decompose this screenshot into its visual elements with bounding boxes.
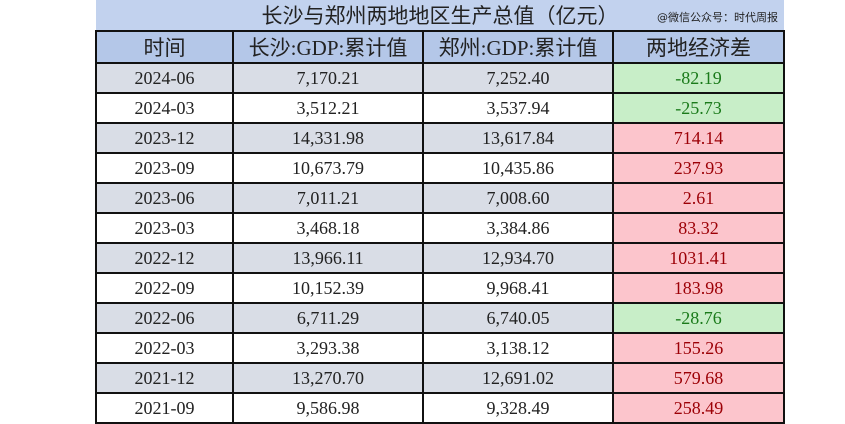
date-cell: 2024-03 bbox=[95, 92, 234, 124]
difference-cell: -82.19 bbox=[612, 62, 785, 94]
changsha-gdp-cell: 3,293.38 bbox=[232, 332, 424, 364]
changsha-gdp-cell: 3,512.21 bbox=[232, 92, 424, 124]
table-row: 2023-12 14,331.98 13,617.84 714.14 bbox=[95, 122, 785, 154]
table-row: 2024-06 7,170.21 7,252.40 -82.19 bbox=[95, 62, 785, 94]
date-cell: 2024-06 bbox=[95, 62, 234, 94]
date-cell: 2022-06 bbox=[95, 302, 234, 334]
zhengzhou-gdp-cell: 13,617.84 bbox=[422, 122, 614, 154]
table-row: 2022-06 6,711.29 6,740.05 -28.76 bbox=[95, 302, 785, 334]
changsha-gdp-cell: 10,152.39 bbox=[232, 272, 424, 304]
zhengzhou-gdp-cell: 6,740.05 bbox=[422, 302, 614, 334]
table-title: 长沙与郑州两地地区生产总值（亿元） bbox=[261, 4, 619, 28]
date-cell: 2022-12 bbox=[95, 242, 234, 274]
difference-cell: -25.73 bbox=[612, 92, 785, 124]
zhengzhou-gdp-cell: 7,252.40 bbox=[422, 62, 614, 94]
difference-cell: 155.26 bbox=[612, 332, 785, 364]
zhengzhou-gdp-cell: 3,138.12 bbox=[422, 332, 614, 364]
zhengzhou-gdp-cell: 7,008.60 bbox=[422, 182, 614, 214]
table-row: 2023-06 7,011.21 7,008.60 2.61 bbox=[95, 182, 785, 214]
changsha-gdp-cell: 7,011.21 bbox=[232, 182, 424, 214]
date-cell: 2023-09 bbox=[95, 152, 234, 184]
zhengzhou-gdp-cell: 3,384.86 bbox=[422, 212, 614, 244]
changsha-gdp-cell: 7,170.21 bbox=[232, 62, 424, 94]
difference-cell: 83.32 bbox=[612, 212, 785, 244]
difference-cell: 2.61 bbox=[612, 182, 785, 214]
zhengzhou-gdp-cell: 12,934.70 bbox=[422, 242, 614, 274]
source-watermark: @微信公众号：时代周报 bbox=[657, 11, 778, 24]
table-row: 2023-03 3,468.18 3,384.86 83.32 bbox=[95, 212, 785, 244]
date-cell: 2022-03 bbox=[95, 332, 234, 364]
table-row: 2021-09 9,586.98 9,328.49 258.49 bbox=[95, 392, 785, 424]
difference-cell: 579.68 bbox=[612, 362, 785, 394]
zhengzhou-gdp-cell: 9,328.49 bbox=[422, 392, 614, 424]
changsha-gdp-cell: 14,331.98 bbox=[232, 122, 424, 154]
table-row: 2022-09 10,152.39 9,968.41 183.98 bbox=[95, 272, 785, 304]
difference-cell: 183.98 bbox=[612, 272, 785, 304]
zhengzhou-gdp-cell: 9,968.41 bbox=[422, 272, 614, 304]
difference-cell: 714.14 bbox=[612, 122, 785, 154]
date-cell: 2022-09 bbox=[95, 272, 234, 304]
changsha-gdp-cell: 9,586.98 bbox=[232, 392, 424, 424]
zhengzhou-gdp-cell: 10,435.86 bbox=[422, 152, 614, 184]
difference-cell: 237.93 bbox=[612, 152, 785, 184]
date-cell: 2021-09 bbox=[95, 392, 234, 424]
difference-cell: 258.49 bbox=[612, 392, 785, 424]
table-row: 2023-09 10,673.79 10,435.86 237.93 bbox=[95, 152, 785, 184]
date-cell: 2023-06 bbox=[95, 182, 234, 214]
table-row: 2022-12 13,966.11 12,934.70 1031.41 bbox=[95, 242, 785, 274]
date-cell: 2021-12 bbox=[95, 362, 234, 394]
changsha-gdp-cell: 13,270.70 bbox=[232, 362, 424, 394]
header-changsha-gdp: 长沙:GDP:累计值 bbox=[232, 30, 424, 64]
title-cell: 长沙与郑州两地地区生产总值（亿元） @微信公众号：时代周报 bbox=[96, 0, 784, 32]
date-cell: 2023-12 bbox=[95, 122, 234, 154]
zhengzhou-gdp-cell: 12,691.02 bbox=[422, 362, 614, 394]
header-difference: 两地经济差 bbox=[612, 30, 785, 64]
header-date: 时间 bbox=[95, 30, 234, 64]
title-row: 长沙与郑州两地地区生产总值（亿元） @微信公众号：时代周报 bbox=[96, 0, 784, 32]
header-zhengzhou-gdp: 郑州:GDP:累计值 bbox=[422, 30, 614, 64]
changsha-gdp-cell: 3,468.18 bbox=[232, 212, 424, 244]
date-cell: 2023-03 bbox=[95, 212, 234, 244]
table-row: 2022-03 3,293.38 3,138.12 155.26 bbox=[95, 332, 785, 364]
changsha-gdp-cell: 6,711.29 bbox=[232, 302, 424, 334]
header-row: 时间 长沙:GDP:累计值 郑州:GDP:累计值 两地经济差 bbox=[95, 30, 785, 64]
changsha-gdp-cell: 10,673.79 bbox=[232, 152, 424, 184]
table-row: 2024-03 3,512.21 3,537.94 -25.73 bbox=[95, 92, 785, 124]
zhengzhou-gdp-cell: 3,537.94 bbox=[422, 92, 614, 124]
gdp-comparison-table: 长沙与郑州两地地区生产总值（亿元） @微信公众号：时代周报 时间 长沙:GDP:… bbox=[95, 0, 785, 424]
difference-cell: -28.76 bbox=[612, 302, 785, 334]
difference-cell: 1031.41 bbox=[612, 242, 785, 274]
table-row: 2021-12 13,270.70 12,691.02 579.68 bbox=[95, 362, 785, 394]
changsha-gdp-cell: 13,966.11 bbox=[232, 242, 424, 274]
